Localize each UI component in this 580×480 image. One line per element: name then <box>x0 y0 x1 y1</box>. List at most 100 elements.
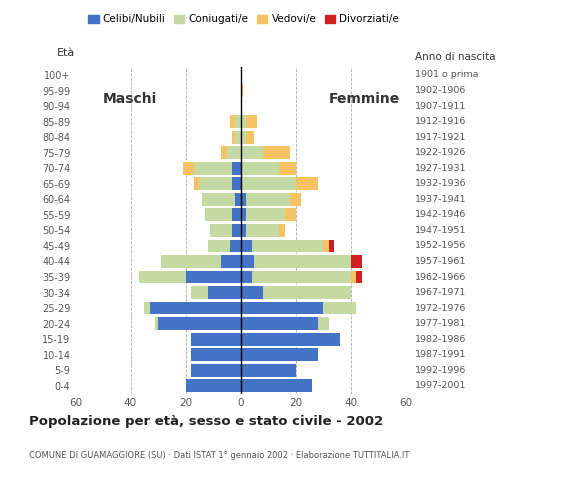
Bar <box>351 271 356 283</box>
Text: 1997-2001: 1997-2001 <box>415 381 466 390</box>
Bar <box>241 146 263 159</box>
Bar <box>241 255 255 268</box>
Text: 1902-1906: 1902-1906 <box>415 86 466 95</box>
Bar <box>191 348 241 361</box>
Bar <box>329 240 334 252</box>
Bar <box>241 208 246 221</box>
Bar <box>255 255 351 268</box>
Legend: Celibi/Nubili, Coniugati/e, Vedovi/e, Divorziati/e: Celibi/Nubili, Coniugati/e, Vedovi/e, Di… <box>84 10 403 28</box>
Bar <box>233 208 241 221</box>
Text: Età: Età <box>57 48 75 58</box>
Bar <box>252 271 351 283</box>
Bar <box>241 271 252 283</box>
Bar <box>241 178 296 190</box>
Bar <box>208 286 241 299</box>
Text: 1947-1951: 1947-1951 <box>415 226 466 235</box>
Text: 1937-1941: 1937-1941 <box>415 195 466 204</box>
Bar <box>235 131 241 144</box>
Bar <box>233 178 241 190</box>
Bar <box>186 380 241 392</box>
Bar <box>183 162 194 175</box>
Bar <box>246 115 258 128</box>
Text: 1992-1996: 1992-1996 <box>415 366 466 375</box>
Bar <box>200 178 233 190</box>
Bar <box>211 224 233 237</box>
Bar <box>246 131 255 144</box>
Bar <box>241 302 324 314</box>
Text: Maschi: Maschi <box>103 92 157 106</box>
Bar <box>191 364 241 377</box>
Bar <box>186 271 241 283</box>
Text: 1952-1956: 1952-1956 <box>415 241 466 251</box>
Bar <box>263 286 351 299</box>
Text: Anno di nascita: Anno di nascita <box>415 52 495 62</box>
Bar <box>241 162 280 175</box>
Bar <box>202 193 235 206</box>
Bar <box>246 193 291 206</box>
Bar <box>241 333 340 346</box>
Text: 1982-1986: 1982-1986 <box>415 335 466 344</box>
Text: 1901 o prima: 1901 o prima <box>415 71 478 80</box>
Bar <box>241 224 246 237</box>
Text: Femmine: Femmine <box>329 92 400 106</box>
Bar <box>222 255 241 268</box>
Bar <box>280 224 285 237</box>
Bar <box>252 240 324 252</box>
Bar <box>241 193 246 206</box>
Bar <box>285 208 296 221</box>
Bar <box>150 302 241 314</box>
Text: 1907-1911: 1907-1911 <box>415 102 466 110</box>
Bar <box>158 317 241 330</box>
Bar <box>241 131 246 144</box>
Bar <box>139 271 186 283</box>
Bar <box>241 115 246 128</box>
Bar <box>246 208 285 221</box>
Bar <box>222 146 227 159</box>
Bar <box>241 317 318 330</box>
Bar <box>241 364 296 377</box>
Bar <box>241 286 263 299</box>
Bar <box>230 240 241 252</box>
Bar <box>291 193 302 206</box>
Bar <box>241 84 244 97</box>
Bar <box>208 240 230 252</box>
Text: 1972-1976: 1972-1976 <box>415 304 466 312</box>
Text: 1932-1936: 1932-1936 <box>415 179 466 188</box>
Bar <box>263 146 291 159</box>
Bar <box>246 224 280 237</box>
Bar <box>233 162 241 175</box>
Bar <box>191 286 208 299</box>
Text: COMUNE DI GUAMAGGIORE (SU) · Dati ISTAT 1° gennaio 2002 · Elaborazione TUTTITALI: COMUNE DI GUAMAGGIORE (SU) · Dati ISTAT … <box>29 451 409 460</box>
Bar <box>194 178 200 190</box>
Bar <box>233 224 241 237</box>
Bar <box>235 193 241 206</box>
Bar <box>324 240 329 252</box>
Bar <box>351 255 362 268</box>
Bar <box>233 131 235 144</box>
Text: 1977-1981: 1977-1981 <box>415 319 466 328</box>
Text: 1967-1971: 1967-1971 <box>415 288 466 297</box>
Bar <box>155 317 158 330</box>
Bar <box>318 317 329 330</box>
Bar <box>230 115 235 128</box>
Bar <box>280 162 296 175</box>
Bar <box>161 255 222 268</box>
Text: 1962-1966: 1962-1966 <box>415 273 466 282</box>
Bar <box>241 380 313 392</box>
Bar <box>235 115 241 128</box>
Text: 1957-1961: 1957-1961 <box>415 257 466 266</box>
Bar <box>356 271 362 283</box>
Text: 1912-1916: 1912-1916 <box>415 117 466 126</box>
Text: 1987-1991: 1987-1991 <box>415 350 466 359</box>
Text: 1942-1946: 1942-1946 <box>415 210 466 219</box>
Bar <box>191 333 241 346</box>
Bar <box>241 240 252 252</box>
Text: Popolazione per età, sesso e stato civile - 2002: Popolazione per età, sesso e stato civil… <box>29 415 383 428</box>
Bar <box>296 178 318 190</box>
Text: 1917-1921: 1917-1921 <box>415 132 466 142</box>
Bar <box>194 162 233 175</box>
Text: 1927-1931: 1927-1931 <box>415 164 466 173</box>
Bar <box>205 208 233 221</box>
Text: 1922-1926: 1922-1926 <box>415 148 466 157</box>
Bar <box>241 348 318 361</box>
